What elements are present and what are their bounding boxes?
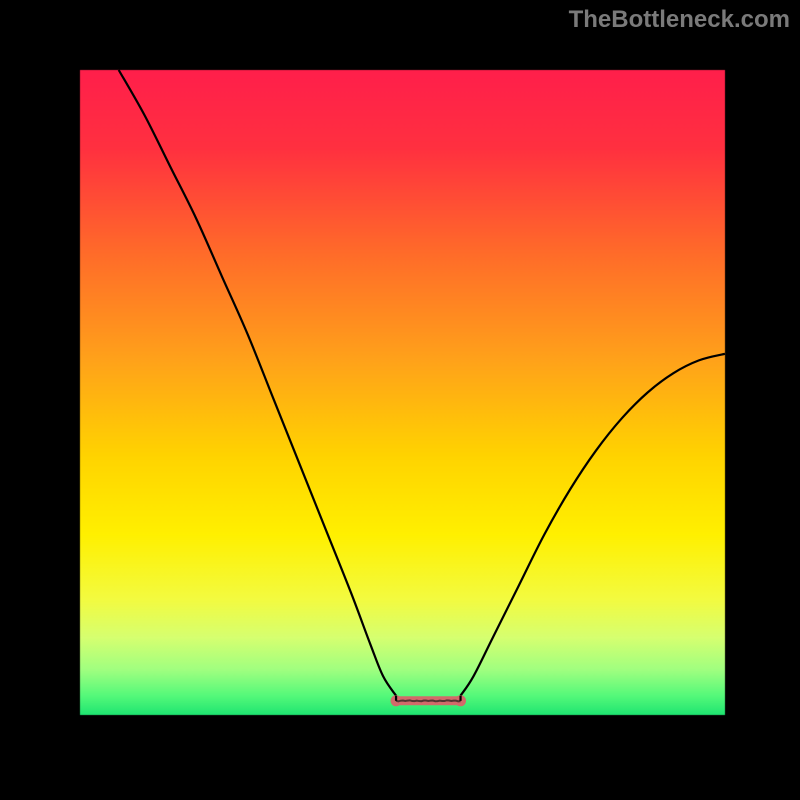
chart-container: TheBottleneck.com (0, 0, 800, 800)
gradient-background (0, 0, 800, 800)
attribution-text: TheBottleneck.com (569, 6, 790, 34)
